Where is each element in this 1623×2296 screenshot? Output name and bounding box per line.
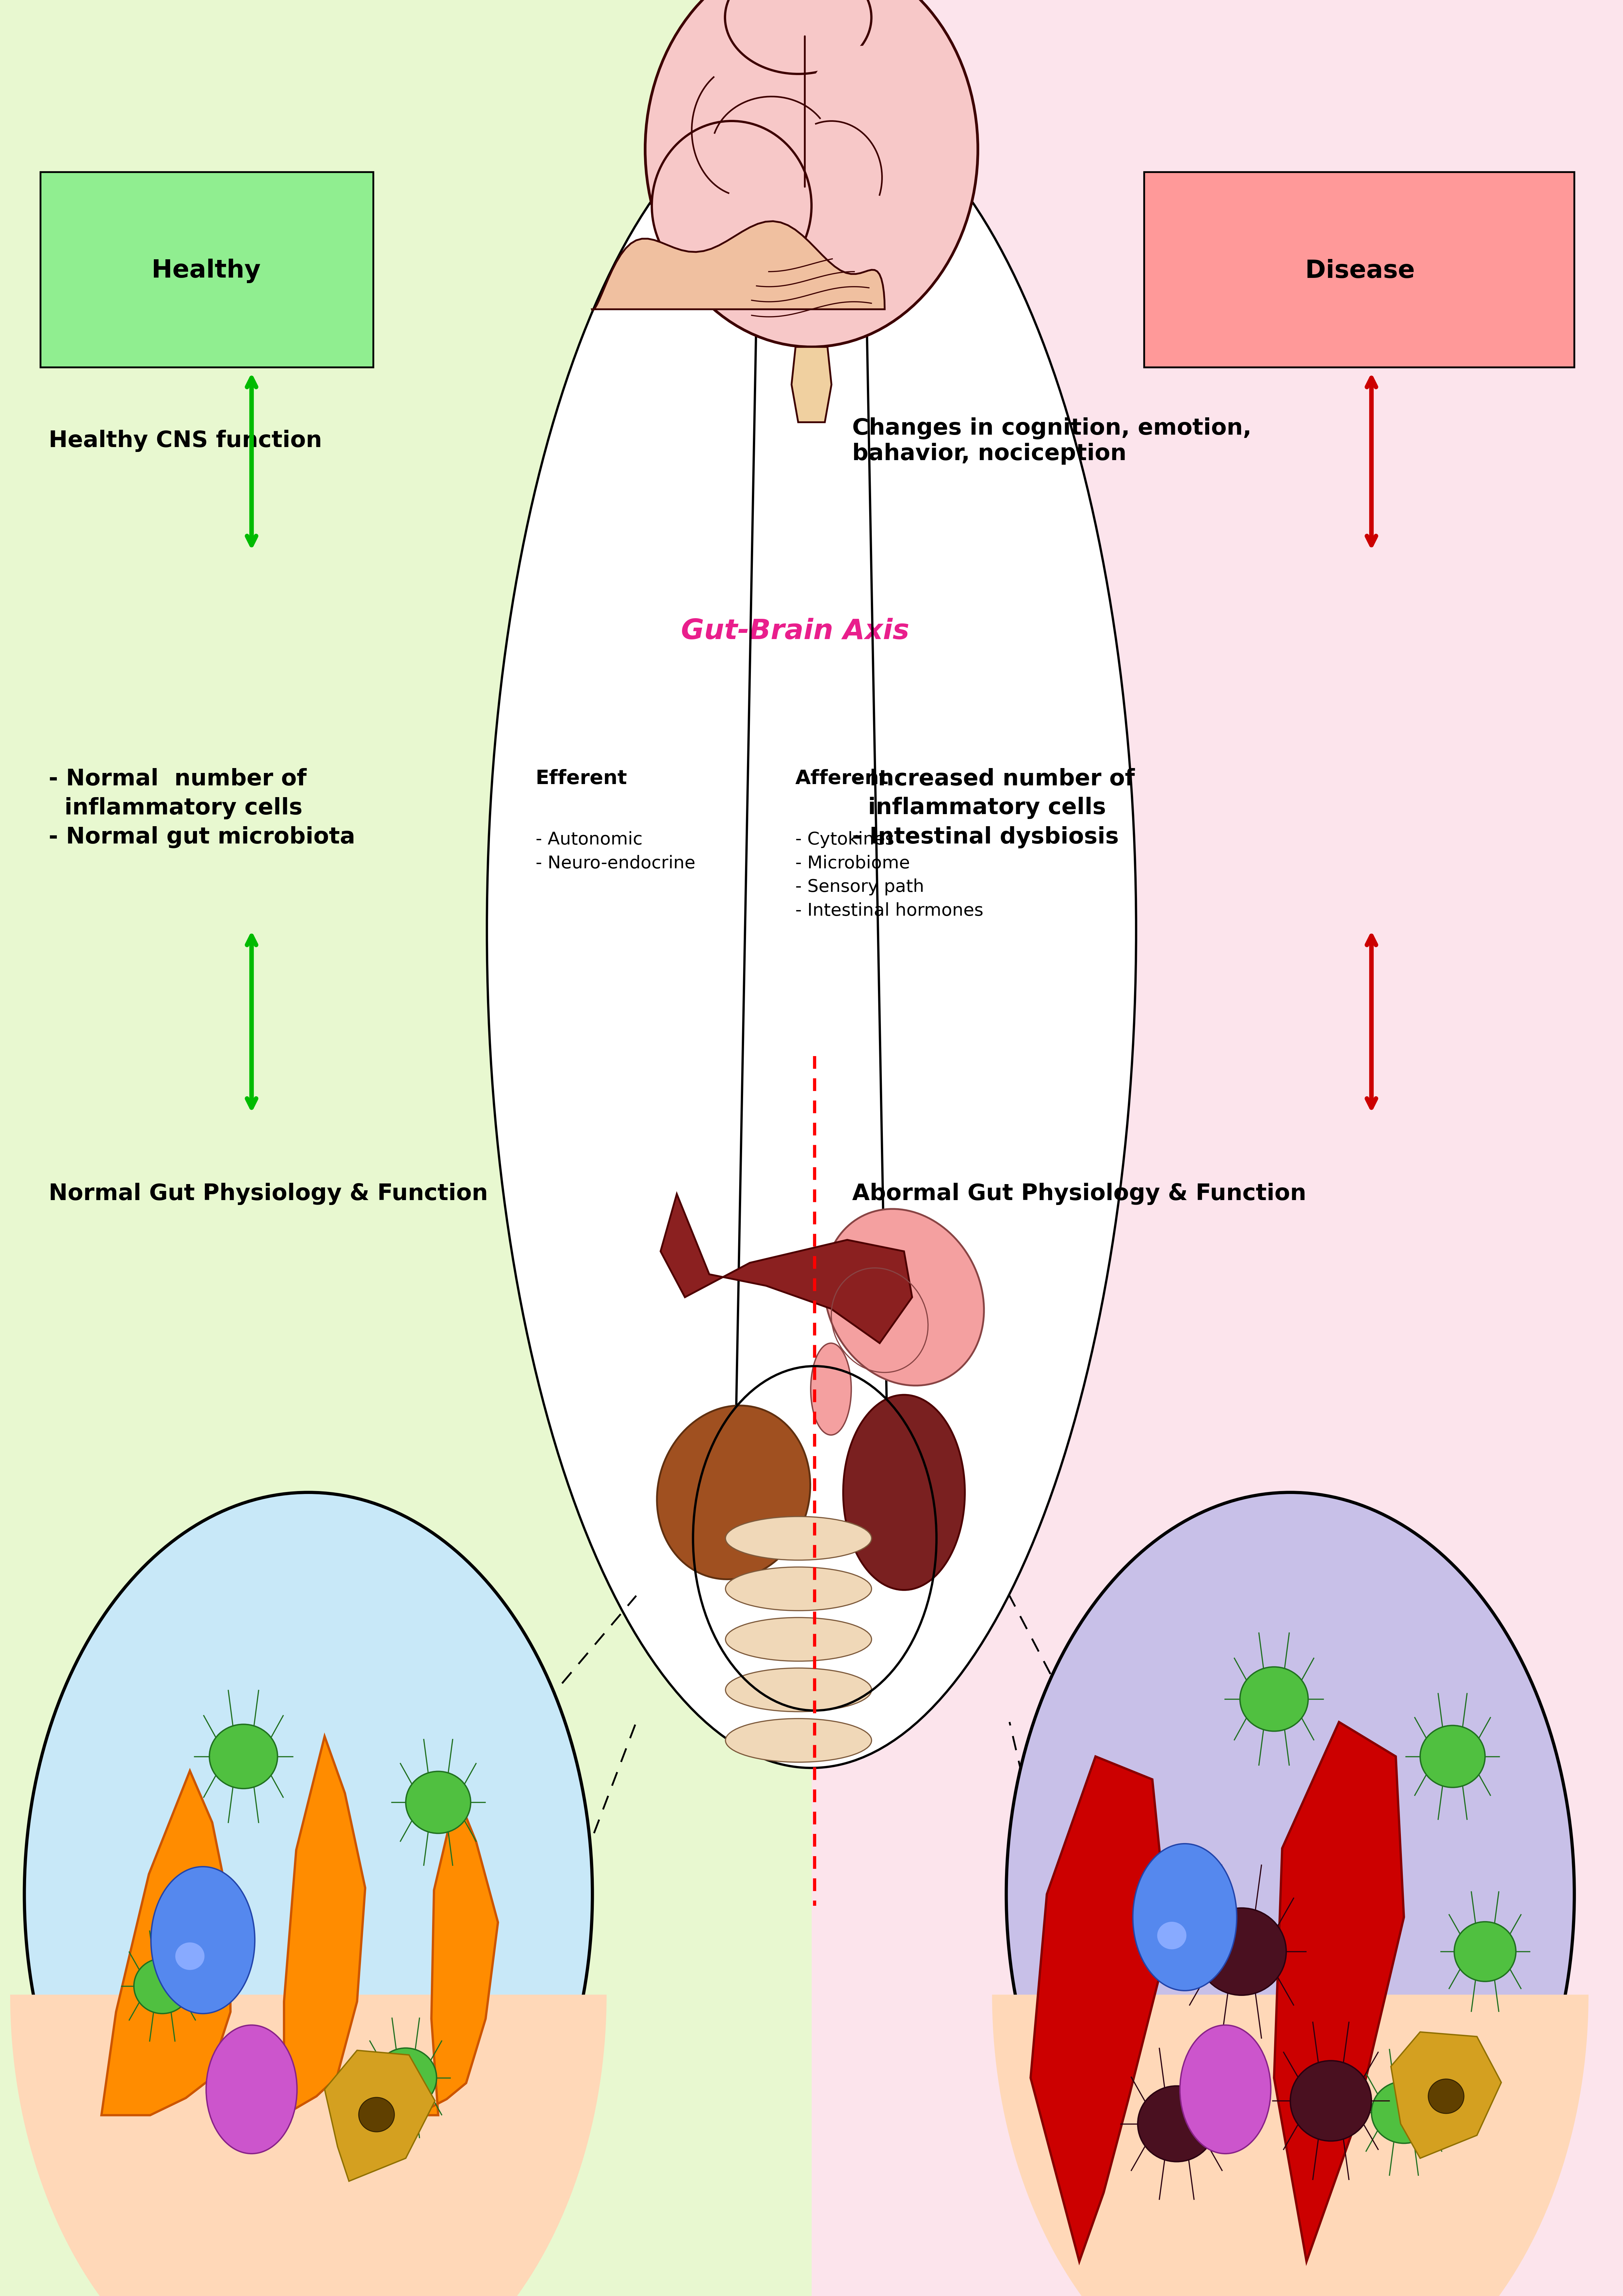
- Text: Efferent: Efferent: [536, 769, 626, 788]
- Wedge shape: [992, 1995, 1589, 2296]
- Ellipse shape: [1428, 2080, 1464, 2112]
- Bar: [0, 0, 812, 2296]
- Ellipse shape: [1157, 1922, 1186, 1949]
- Ellipse shape: [824, 1210, 984, 1384]
- Ellipse shape: [487, 92, 1136, 1768]
- Polygon shape: [325, 2050, 435, 2181]
- Ellipse shape: [1138, 2085, 1216, 2163]
- Polygon shape: [1391, 2032, 1501, 2158]
- Ellipse shape: [805, 46, 925, 177]
- Ellipse shape: [725, 0, 872, 73]
- Ellipse shape: [175, 1942, 204, 1970]
- Ellipse shape: [725, 1667, 872, 1711]
- Polygon shape: [415, 1793, 498, 2115]
- FancyBboxPatch shape: [41, 172, 373, 367]
- Ellipse shape: [644, 0, 977, 347]
- Circle shape: [1006, 1492, 1574, 2296]
- Ellipse shape: [812, 1343, 852, 1435]
- Polygon shape: [284, 1736, 365, 2115]
- Ellipse shape: [1290, 2062, 1371, 2140]
- Circle shape: [1180, 2025, 1271, 2154]
- Ellipse shape: [359, 2099, 394, 2131]
- Ellipse shape: [725, 1515, 872, 1561]
- Circle shape: [206, 2025, 297, 2154]
- Ellipse shape: [1420, 1727, 1485, 1786]
- Text: - Normal  number of
  inflammatory cells
- Normal gut microbiota: - Normal number of inflammatory cells - …: [49, 769, 355, 847]
- Ellipse shape: [657, 1405, 810, 1580]
- Ellipse shape: [133, 1958, 192, 2014]
- Ellipse shape: [1371, 2080, 1436, 2144]
- Ellipse shape: [844, 1394, 964, 1591]
- Ellipse shape: [209, 1724, 278, 1789]
- Text: Healthy CNS function: Healthy CNS function: [49, 429, 321, 452]
- Polygon shape: [592, 220, 885, 310]
- Ellipse shape: [725, 1566, 872, 1612]
- FancyBboxPatch shape: [1144, 172, 1574, 367]
- Text: Afferent: Afferent: [795, 769, 889, 788]
- Text: Disease: Disease: [1305, 259, 1415, 282]
- Text: Healthy: Healthy: [151, 259, 261, 282]
- Circle shape: [1133, 1844, 1237, 1991]
- Ellipse shape: [725, 1717, 872, 1763]
- Ellipse shape: [1454, 1922, 1516, 1981]
- Circle shape: [151, 1867, 255, 2014]
- Ellipse shape: [725, 1616, 872, 1662]
- Text: Changes in cognition, emotion,
bahavior, nociception: Changes in cognition, emotion, bahavior,…: [852, 418, 1251, 464]
- Ellipse shape: [1240, 1667, 1308, 1731]
- Text: - Increased number of
  inflammatory cells
- Intestinal dysbiosis: - Increased number of inflammatory cells…: [852, 769, 1134, 847]
- Polygon shape: [101, 1770, 230, 2115]
- Polygon shape: [1274, 1722, 1404, 2262]
- Ellipse shape: [652, 122, 812, 289]
- Text: - Autonomic
- Neuro-endocrine: - Autonomic - Neuro-endocrine: [536, 831, 695, 872]
- Text: Gut-Brain Axis: Gut-Brain Axis: [682, 618, 909, 645]
- Polygon shape: [1031, 1756, 1169, 2262]
- Polygon shape: [792, 347, 831, 422]
- Ellipse shape: [375, 2048, 437, 2108]
- Bar: [812, 0, 1623, 2296]
- Text: Normal Gut Physiology & Function: Normal Gut Physiology & Function: [49, 1182, 489, 1205]
- Circle shape: [24, 1492, 592, 2296]
- Polygon shape: [661, 1194, 912, 1343]
- Text: Abormal Gut Physiology & Function: Abormal Gut Physiology & Function: [852, 1182, 1307, 1205]
- Ellipse shape: [406, 1773, 471, 1832]
- Ellipse shape: [1196, 1908, 1285, 1995]
- Text: - Cytokines
- Microbiome
- Sensory path
- Intestinal hormones: - Cytokines - Microbiome - Sensory path …: [795, 831, 984, 918]
- Wedge shape: [10, 1995, 607, 2296]
